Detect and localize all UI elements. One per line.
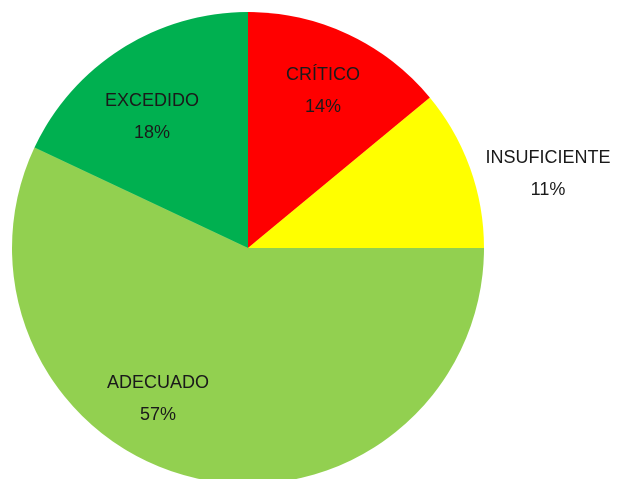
slice-category-label: INSUFICIENTE xyxy=(485,147,610,167)
pie-slice xyxy=(12,147,484,479)
slice-value-label: 14% xyxy=(305,96,341,116)
pie-slice xyxy=(248,12,430,248)
slice-category-label: CRÍTICO xyxy=(286,64,360,84)
slice-category-label: EXCEDIDO xyxy=(105,90,199,110)
slice-value-label: 57% xyxy=(140,404,176,424)
slice-category-label: ADECUADO xyxy=(107,372,209,392)
pie-slice xyxy=(34,12,248,248)
slice-value-label: 11% xyxy=(531,179,566,199)
slice-value-label: 18% xyxy=(134,122,170,142)
pie-slice xyxy=(248,97,484,249)
